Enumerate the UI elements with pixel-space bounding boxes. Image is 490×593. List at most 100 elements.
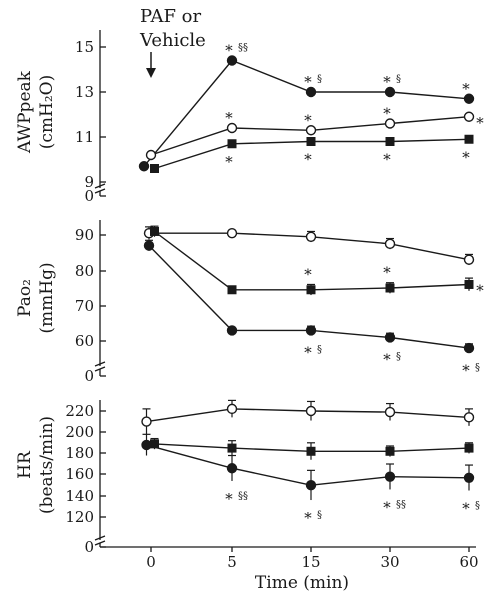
awp-significance-mark: ∗ <box>382 148 392 166</box>
pao2-data-point-circle <box>305 325 317 336</box>
hr-data-point-square <box>150 439 159 449</box>
pao2-significance-mark: ∗ <box>382 261 392 279</box>
hr-y-tick-label: 200 <box>65 423 94 441</box>
pao2-data-point-circle <box>305 231 317 242</box>
hr-significance-mark: ∗ <box>224 487 234 505</box>
pao2-significance-mark: ∗ <box>303 341 313 359</box>
pao2-y-tick-label: 70 <box>75 297 94 315</box>
awp-data-point-square <box>306 137 316 146</box>
pao2-data-point-square <box>464 279 474 289</box>
hr-data-point-square <box>227 443 237 453</box>
hr-y-tick-label: 180 <box>65 444 94 462</box>
awp-y-tick-label: 11 <box>75 128 94 146</box>
hr-data-point-square <box>385 446 395 456</box>
hr-axis-title-line-1: HR <box>15 450 35 479</box>
awp-significance-mark: ∗ <box>382 102 392 120</box>
awp-significance-mark: ∗ <box>461 77 471 95</box>
awp-significance-sub: §§ <box>238 43 248 54</box>
pao2-significance-sub: § <box>317 345 322 356</box>
hr-data-point-square <box>464 443 474 453</box>
awp-zero-label: 0 <box>84 187 94 205</box>
hr-significance-sub: §§ <box>396 499 406 510</box>
awp-data-point-circle <box>305 86 317 98</box>
injection-annotation: PAF or Vehicle <box>139 6 206 78</box>
hr-y-tick-label: 220 <box>65 402 94 420</box>
awp-data-point-circle <box>138 161 150 172</box>
pao2-data-point-circle <box>226 228 238 239</box>
pao2-axis-title: Pao₂ (mmHg) <box>15 262 57 333</box>
pao2-data-point-circle <box>463 254 475 265</box>
injection-arrow-icon <box>146 52 156 78</box>
awp-significance-mark: ∗ <box>461 145 471 163</box>
pao2-significance-mark: ∗ <box>303 262 313 280</box>
pao2-data-point-square <box>227 285 237 295</box>
pao2-data-point-circle <box>143 240 155 251</box>
hr-data-point-circle <box>226 463 238 474</box>
pao2-data-point-circle <box>384 238 396 250</box>
awp-significance-mark: ∗ <box>382 70 392 88</box>
hr-data-point-circle <box>463 412 475 423</box>
awp-data-point-square <box>385 137 395 146</box>
hr-zero-label: 0 <box>84 538 94 556</box>
awp-significance-mark: ∗ <box>303 70 313 88</box>
pao2-significance-sub: § <box>396 352 401 363</box>
hr-data-point-circle <box>141 439 152 451</box>
awp-data-point-square <box>227 139 237 149</box>
hr-data-point-circle <box>226 403 238 415</box>
hr-axis-title-line-2: (beats/min) <box>37 416 57 514</box>
pao2-significance-mark: ∗ <box>382 348 392 366</box>
hr-data-point-square <box>306 446 316 456</box>
pao2-data-point-circle <box>384 332 396 343</box>
pao2-axis-title-line-1: Pao₂ <box>15 279 35 317</box>
awp-significance-mark: ∗ <box>303 148 313 166</box>
hr-significance-mark: ∗ <box>303 506 313 524</box>
hr-significance-sub: §§ <box>238 491 248 502</box>
pao2-data-point-square <box>150 226 159 236</box>
hr-data-point-circle <box>384 471 396 482</box>
hr-significance-sub: § <box>475 501 480 512</box>
awp-axis-title: AWPpeak (cmH₂O) <box>15 70 57 154</box>
hr-y-tick-label: 140 <box>65 487 94 505</box>
awp-data-point-circle <box>463 111 475 122</box>
awp-data-point-square <box>150 164 159 173</box>
awp-significance-mark: ∗ <box>224 106 234 124</box>
hr-data-point-circle <box>384 406 396 418</box>
awp-y-tick-label: 9 <box>84 173 94 191</box>
hr-significance-mark: ∗ <box>461 497 471 515</box>
hr-significance-mark: ∗ <box>382 495 392 513</box>
pao2-y-tick-label: 60 <box>75 332 94 350</box>
hr-data-point-circle <box>141 416 152 427</box>
pao2-axis-title-line-2: (mmHg) <box>37 262 57 333</box>
pao2-data-point-circle <box>226 325 238 336</box>
awp-significance-sub: § <box>396 74 401 85</box>
x-axis-title: Time (min) <box>255 573 349 593</box>
pao2-significance-mark: ∗ <box>475 278 485 296</box>
hr-significance-sub: § <box>317 510 322 521</box>
awp-data-point-circle <box>145 149 157 161</box>
awp-data-point-circle <box>226 55 238 66</box>
awp-significance-mark: ∗ <box>303 108 313 126</box>
hr-data-point-circle <box>305 480 317 491</box>
awp-data-point-square <box>464 134 474 144</box>
awp-axis-title-line-2: (cmH₂O) <box>37 75 57 149</box>
awp-data-point-circle <box>305 125 317 136</box>
awp-significance-mark: ∗ <box>475 111 485 129</box>
hr-data-point-circle <box>463 472 475 483</box>
awp-data-point-circle <box>463 93 475 104</box>
x-tick-label: 60 <box>459 553 478 571</box>
pao2-significance-mark: ∗ <box>461 358 471 376</box>
awp-significance-sub: § <box>317 74 322 85</box>
awp-data-point-circle <box>384 86 396 98</box>
x-tick-label: 30 <box>380 553 399 571</box>
pao2-zero-label: 0 <box>84 367 94 385</box>
awp-significance-mark: ∗ <box>224 39 234 57</box>
hr-data-point-circle <box>305 405 317 417</box>
pao2-data-point-circle <box>463 342 475 354</box>
x-tick-label: 15 <box>301 553 320 571</box>
hr-axis-title: HR (beats/min) <box>15 416 57 514</box>
awp-axis-title-line-1: AWPpeak <box>15 70 35 154</box>
pao2-y-tick-label: 80 <box>75 262 94 280</box>
hr-y-tick-label: 160 <box>65 465 94 483</box>
hr-y-tick-label: 120 <box>65 508 94 526</box>
